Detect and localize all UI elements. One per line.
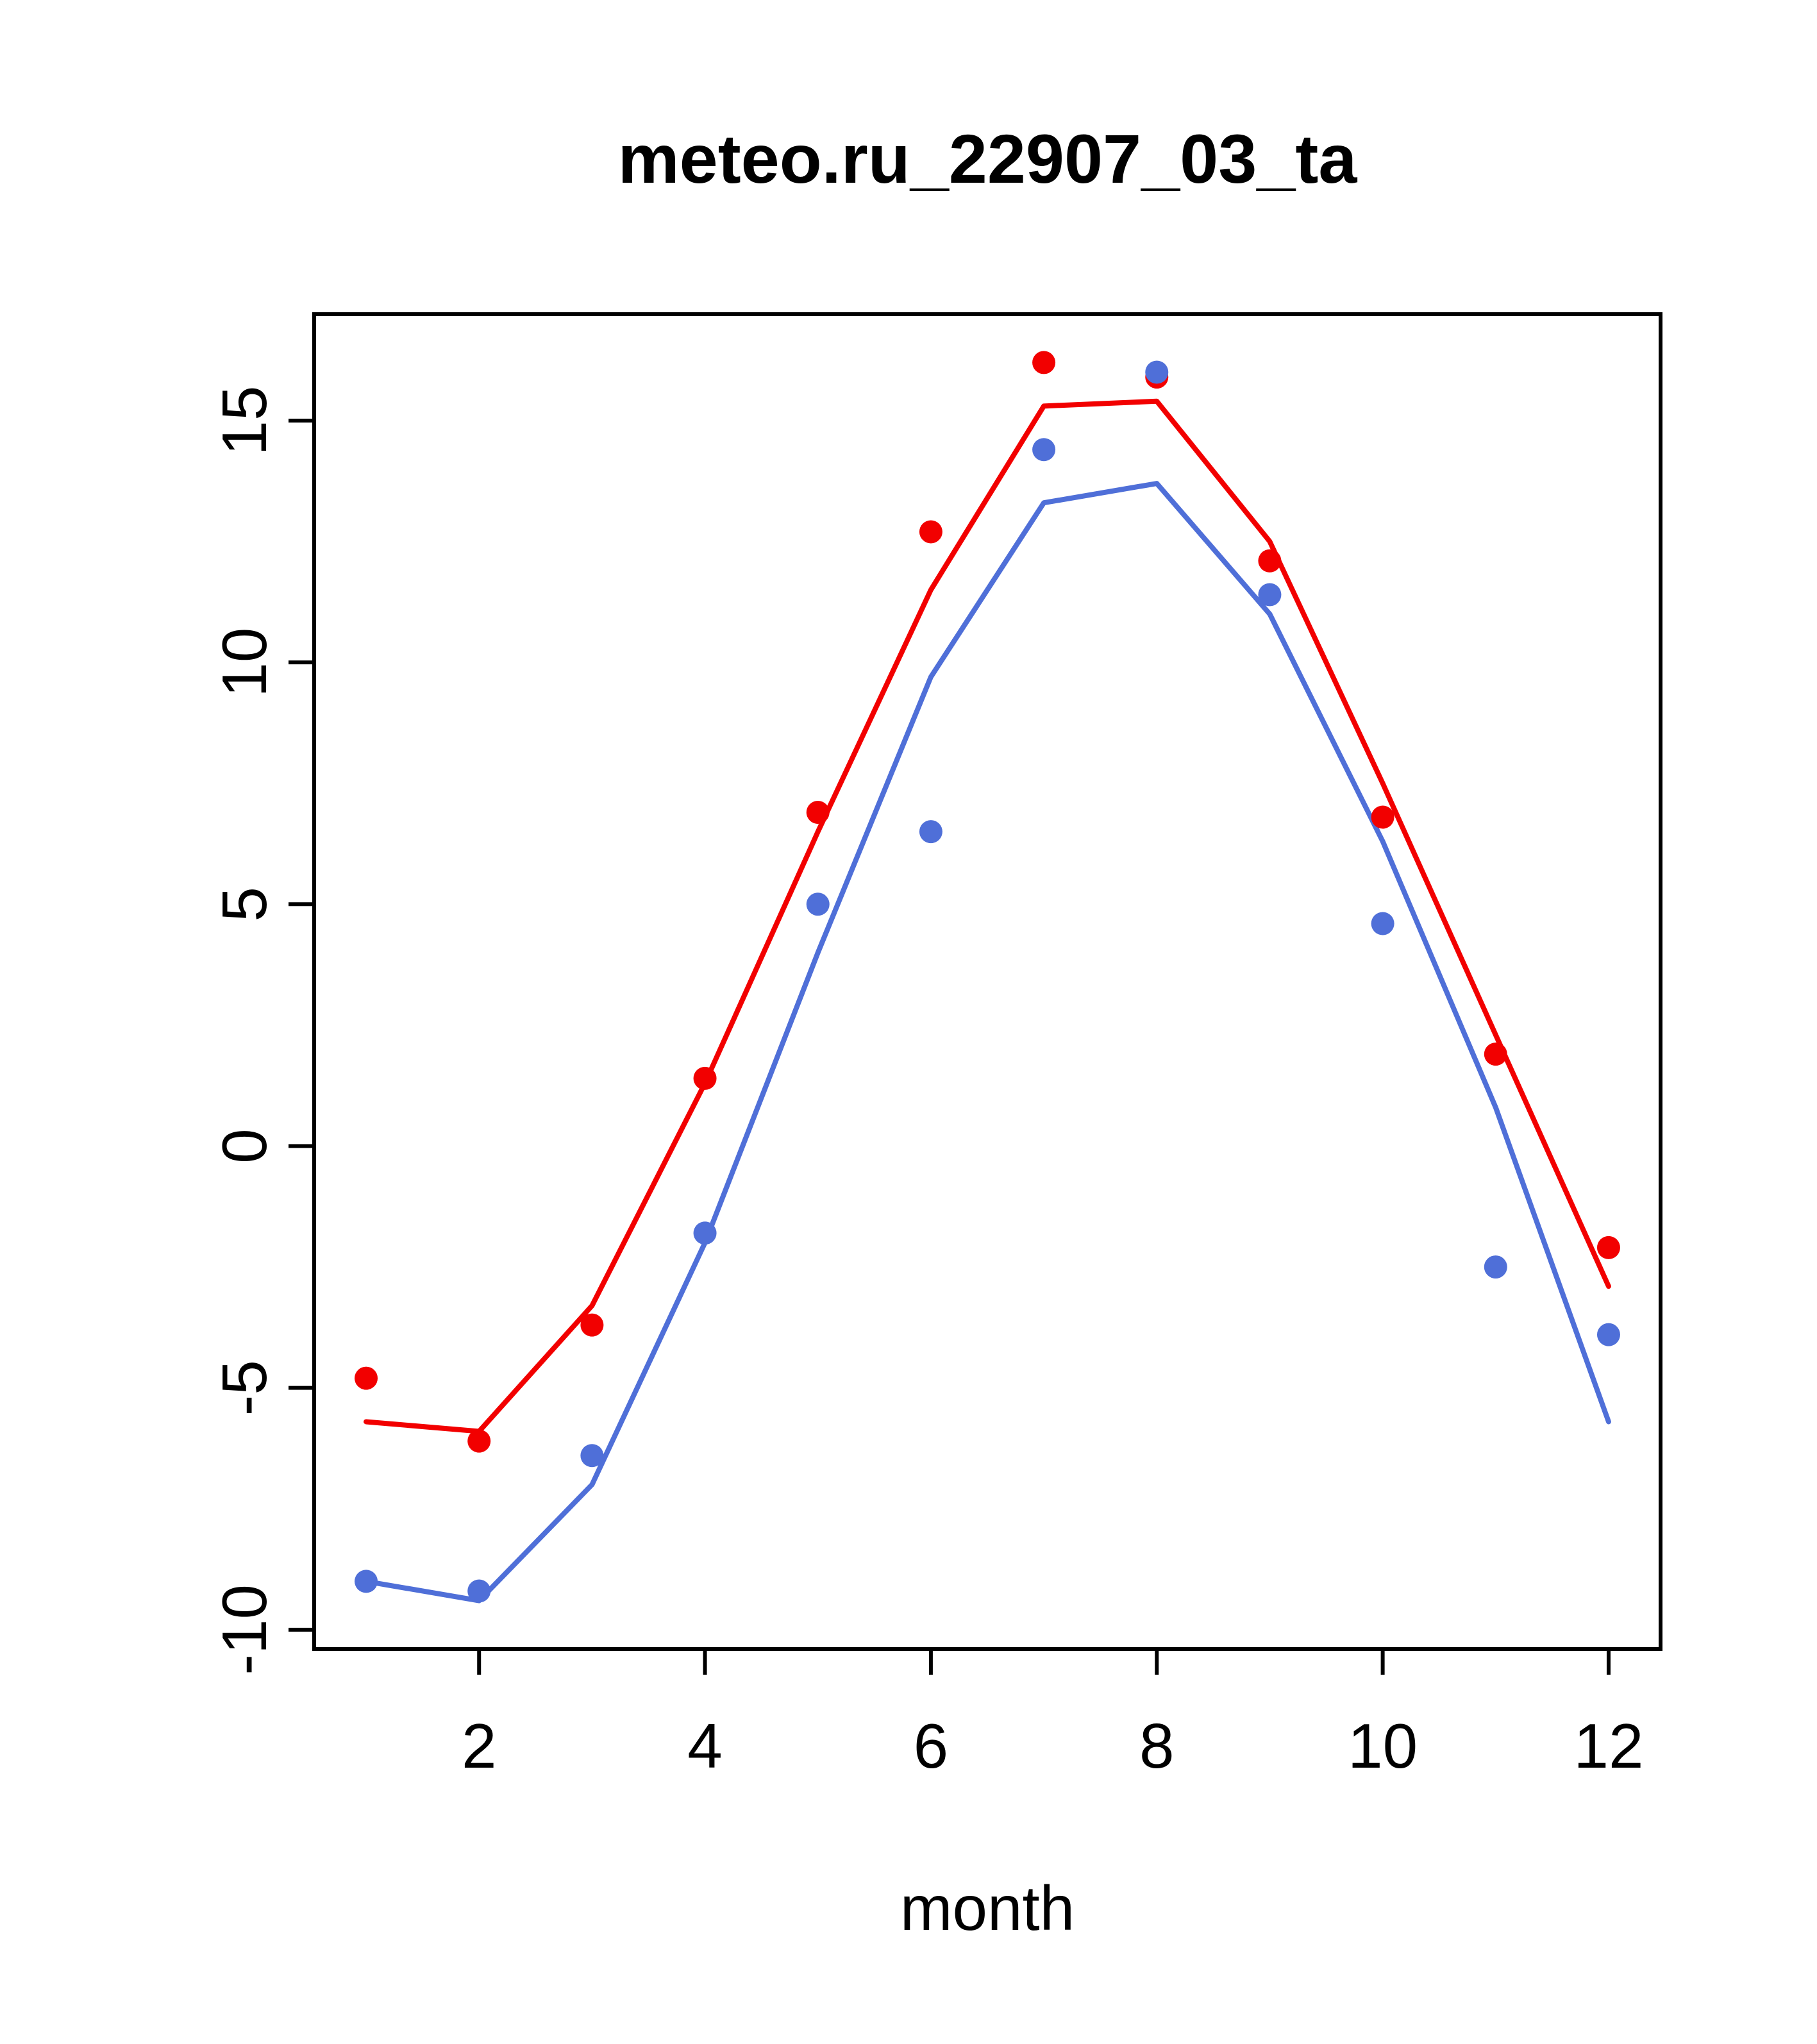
x-tick-label: 6 [914,1711,949,1781]
blue-points-marker [1145,360,1169,384]
y-tick-label: -5 [209,1360,280,1416]
blue-points-marker [355,1570,378,1593]
red-points-marker [1258,549,1282,573]
x-tick-label: 12 [1573,1711,1643,1781]
blue-points-marker [1032,438,1056,462]
x-tick-label: 4 [687,1711,723,1781]
y-tick-label: 10 [209,628,280,698]
red-points-marker [919,520,942,544]
blue-points-marker [1596,1323,1620,1346]
blue-points-marker [693,1221,717,1245]
chart-title: meteo.ru_22907_03_ta [618,120,1358,197]
blue-points-marker [806,892,830,916]
blue-points-marker [1371,912,1394,935]
red-points-marker [1371,805,1394,829]
blue-points-marker [919,820,942,844]
red-points-marker [1032,351,1056,374]
plot-box [312,312,1662,1651]
red-line [364,398,1611,1434]
y-tick-label: -10 [209,1584,280,1675]
red-points-marker [355,1366,378,1390]
blue-points-marker [580,1444,604,1468]
x-axis-label: month [900,1873,1075,1943]
x-tick-label: 8 [1139,1711,1175,1781]
x-tick-label: 2 [462,1711,497,1781]
red-points-marker [580,1313,604,1337]
red-points-marker [693,1066,717,1090]
y-tick-label: 0 [209,1128,280,1164]
x-tick-label: 10 [1348,1711,1418,1781]
blue-line [364,481,1611,1604]
y-tick-label: 15 [209,385,280,455]
red-points-marker [467,1429,491,1453]
red-points-marker [1596,1236,1620,1259]
red-points-marker [806,800,830,824]
y-tick-label: 5 [209,887,280,922]
blue-points-marker [1258,583,1282,607]
red-points-marker [1484,1043,1507,1066]
plot-area: 2 4 6 8 10 12 -10 -5 0 5 10 15 [209,351,1643,1781]
blue-points-marker [467,1579,491,1603]
blue-points-marker [1484,1255,1507,1279]
